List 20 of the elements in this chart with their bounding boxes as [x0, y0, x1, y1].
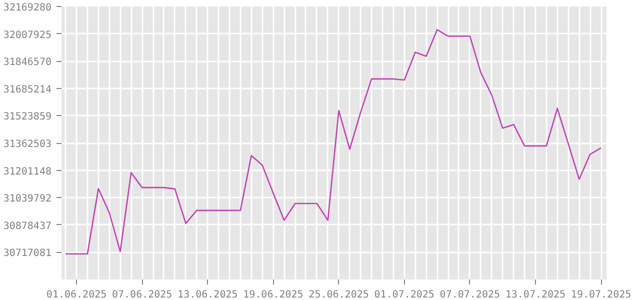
- y-tick-label: 31039792: [3, 194, 52, 205]
- y-tick-label: 31523859: [3, 112, 52, 123]
- y-tick-label: 30717081: [3, 248, 52, 260]
- y-tick-label: 31685214: [3, 84, 52, 96]
- y-tick-label: 32007925: [3, 30, 52, 41]
- x-tick-label: 07.06.2025: [112, 290, 172, 300]
- line-series: [64, 29, 602, 255]
- y-tick-label: 31201148: [3, 166, 52, 178]
- y-tick-label: 30878437: [3, 220, 52, 232]
- y-tick-label: 32169280: [3, 2, 52, 14]
- x-tick-label: 01.07.2025: [374, 290, 434, 300]
- x-tick-label: 13.07.2025: [505, 290, 566, 300]
- y-tick-label: 31846570: [3, 57, 52, 68]
- x-tick-label: 01.06.2025: [46, 290, 107, 300]
- y-tick-label: 31362503: [3, 139, 52, 150]
- x-tick-label: 19.07.2025: [570, 290, 632, 300]
- x-tick-label: 07.07.2025: [440, 290, 500, 300]
- x-tick-label: 19.06.2025: [243, 290, 304, 300]
- x-tick-label: 25.06.2025: [308, 290, 369, 300]
- x-tick-label: 13.06.2025: [178, 290, 238, 300]
